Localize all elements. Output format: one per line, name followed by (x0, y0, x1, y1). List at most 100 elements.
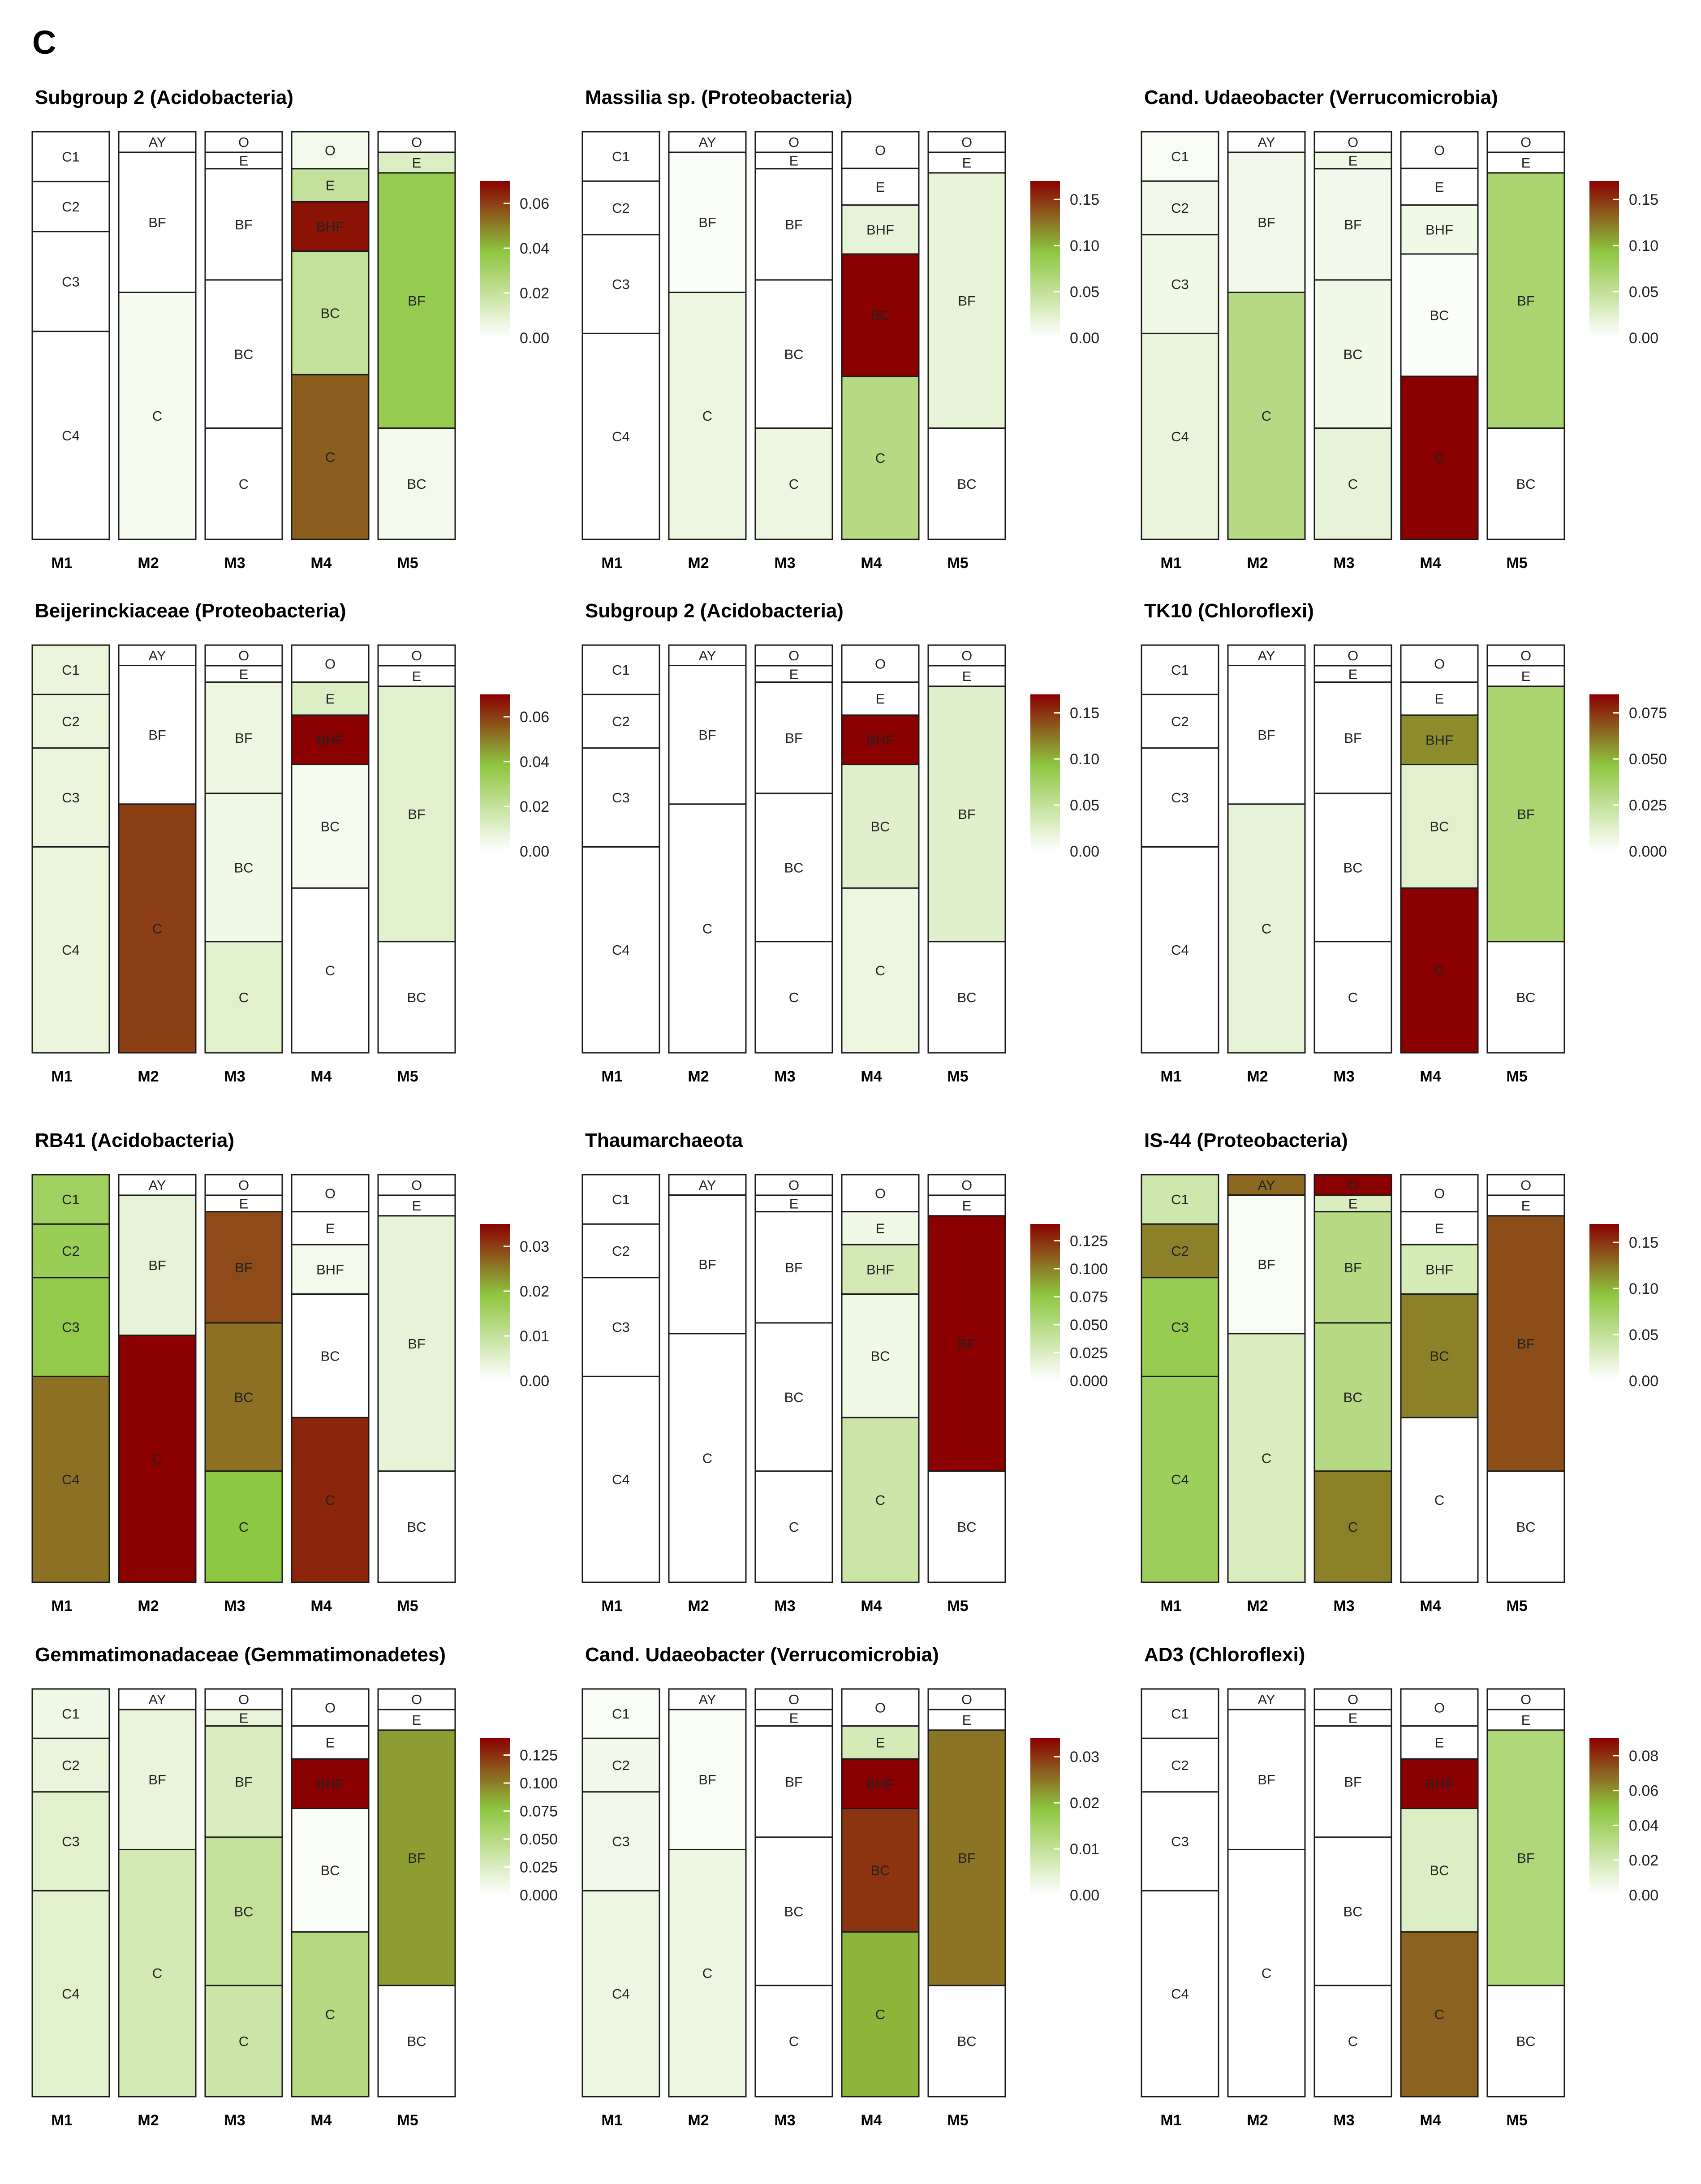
profile-label: M5 (1506, 555, 1527, 572)
horizon-c-m4 (1400, 375, 1479, 540)
profile-label: M5 (947, 2112, 968, 2129)
horizon-label: BF (958, 1336, 976, 1352)
horizon-label: E (876, 1735, 885, 1750)
horizon-o-m4 (1400, 644, 1479, 683)
horizon-label: BC (407, 2033, 426, 2049)
colorbar-tick-label: 0.00 (520, 330, 549, 347)
horizon-label: BF (1344, 217, 1362, 233)
horizon-c-m4 (1400, 887, 1479, 1054)
colorbar-tick-label: 0.06 (1629, 1783, 1658, 1800)
horizon-c1-m1 (31, 644, 110, 695)
colorbar-tick-label: 0.050 (1070, 1317, 1108, 1334)
horizon-c1-m1 (1141, 1174, 1219, 1225)
horizon-label: E (326, 691, 335, 706)
chart-title: Cand. Udaeobacter (Verrucomicrobia) (1144, 86, 1498, 108)
horizon-label: BF (958, 1850, 976, 1866)
horizon-label: AY (148, 1177, 166, 1193)
horizon-o-m3 (1313, 644, 1392, 667)
horizon-label: O (1348, 1177, 1358, 1193)
horizon-bf-m3 (754, 168, 833, 281)
horizon-label: BHF (1425, 732, 1453, 748)
horizon-c-m2 (118, 291, 197, 540)
horizon-c1-m1 (31, 131, 110, 182)
horizon-label: C (702, 1965, 712, 1981)
horizon-label: C3 (62, 1834, 80, 1849)
horizon-c-m4 (841, 887, 920, 1054)
profile-label: M1 (601, 1068, 622, 1085)
horizon-bf-m5 (377, 1215, 456, 1472)
profile-label: M1 (1160, 555, 1181, 572)
horizon-e-m4 (1400, 1211, 1479, 1245)
horizon-label: C (875, 2007, 885, 2022)
horizon-c-m4 (291, 374, 370, 540)
horizon-bc-m5 (377, 1985, 456, 2098)
horizon-label: E (789, 1196, 799, 1211)
horizon-label: C4 (1171, 1472, 1189, 1487)
horizon-label: C3 (612, 1834, 630, 1849)
horizon-bf-m5 (927, 1729, 1006, 1986)
horizon-label: O (961, 1692, 972, 1707)
horizon-label: C2 (1171, 200, 1189, 216)
horizon-e-m4 (841, 681, 920, 716)
horizon-label: BF (408, 293, 426, 309)
horizon-o-m4 (841, 644, 920, 683)
horizon-label: C (1434, 963, 1444, 978)
colorbar-tick-label: 0.125 (520, 1747, 558, 1764)
profile-label: M5 (1506, 2112, 1527, 2129)
horizon-label: E (1435, 691, 1444, 706)
colorbar-tick-label: 0.05 (1070, 284, 1099, 301)
horizon-label: BC (784, 346, 803, 362)
horizon-c-m4 (841, 375, 920, 540)
horizon-label: O (788, 1177, 799, 1193)
horizon-c3-m1 (581, 234, 660, 334)
profile-label: M2 (688, 2112, 709, 2129)
horizon-label: BC (234, 860, 253, 875)
horizon-c4-m1 (1141, 332, 1219, 540)
horizon-label: C (325, 963, 335, 978)
horizon-label: O (1434, 142, 1445, 158)
horizon-label: C (152, 408, 162, 424)
profile-label: M2 (1247, 555, 1268, 572)
horizon-c-m2 (1227, 803, 1306, 1054)
horizon-c-m3 (204, 427, 283, 540)
horizon-label: BF (698, 1257, 716, 1272)
horizon-ay-m2 (668, 1688, 747, 1710)
colorbar-tick-label: 0.10 (1070, 751, 1099, 768)
horizon-label: AY (148, 1692, 166, 1707)
colorbar-tick-label: 0.00 (1070, 1887, 1099, 1904)
horizon-bhf-m4 (1400, 714, 1479, 766)
horizon-label: E (239, 666, 249, 682)
horizon-ay-m2 (668, 644, 747, 666)
horizon-label: BC (320, 1348, 340, 1364)
horizon-c-m2 (118, 1334, 197, 1583)
horizon-label: BF (148, 1258, 166, 1273)
horizon-e-m5 (927, 151, 1006, 174)
horizon-bf-m3 (754, 681, 833, 794)
horizon-label: O (238, 134, 249, 150)
horizon-c-m3 (204, 1985, 283, 2098)
horizon-e-m5 (377, 665, 456, 687)
colorbar-tick-label: 0.02 (520, 285, 549, 302)
horizon-label: AY (698, 648, 716, 663)
horizon-bc-m4 (291, 1293, 370, 1418)
profile-label: M4 (1420, 1068, 1441, 1085)
horizon-c-m3 (1313, 941, 1392, 1054)
horizon-bc-m4 (841, 1808, 920, 1933)
horizon-label: O (788, 648, 799, 663)
horizon-o-m4 (841, 1174, 920, 1213)
horizon-label: C (152, 921, 162, 936)
horizon-label: BHF (866, 1776, 894, 1792)
horizon-label: O (1520, 134, 1531, 150)
profile-label: M1 (51, 2112, 72, 2129)
horizon-c2-m1 (1141, 1223, 1219, 1279)
horizon-label: O (788, 134, 799, 150)
horizon-label: BHF (1425, 1776, 1453, 1792)
horizon-label: BF (785, 217, 803, 233)
horizon-label: E (1521, 668, 1531, 684)
horizon-c1-m1 (581, 1688, 660, 1739)
horizon-c-m3 (754, 427, 833, 540)
profile-label: M4 (861, 555, 882, 572)
horizon-label: C (152, 1965, 162, 1981)
horizon-bc-m3 (204, 793, 283, 943)
colorbar-tick-label: 0.025 (1629, 797, 1667, 814)
